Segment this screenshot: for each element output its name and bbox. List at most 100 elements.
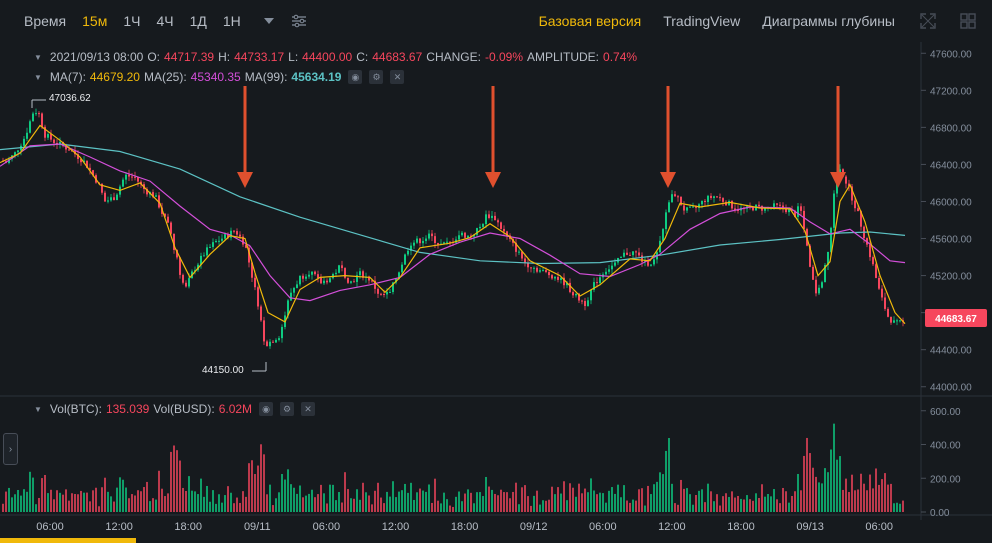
- vol-gear-icon[interactable]: ⚙: [280, 402, 295, 416]
- eye-icon[interactable]: ◉: [348, 70, 363, 84]
- interval-1d[interactable]: 1Д: [189, 13, 207, 29]
- chevron-down-icon[interactable]: [257, 9, 281, 33]
- candle-body: [827, 251, 829, 266]
- legend-collapse-icon[interactable]: ▼: [34, 52, 42, 62]
- volume-bar: [32, 477, 34, 512]
- volume-bar: [83, 492, 85, 512]
- candle-body: [638, 252, 640, 256]
- candle-body: [89, 167, 91, 171]
- volume-bar: [821, 483, 823, 512]
- candle-body: [377, 288, 379, 294]
- vol-close-icon[interactable]: ✕: [301, 402, 316, 416]
- volume-bar: [608, 490, 610, 512]
- volume-bar: [68, 500, 70, 512]
- candle-body: [302, 275, 304, 279]
- price-tick-label: 45200.00: [930, 272, 972, 283]
- volume-bar: [446, 499, 448, 512]
- fullscreen-icon[interactable]: [916, 9, 940, 33]
- interval-4h[interactable]: 4Ч: [156, 13, 174, 29]
- candle-body: [110, 197, 112, 201]
- chevron-right-icon: ›: [8, 443, 13, 455]
- candle-body: [125, 174, 127, 180]
- close-icon[interactable]: ✕: [390, 70, 405, 84]
- grid-layout-icon[interactable]: [956, 9, 980, 33]
- candle-body: [374, 280, 376, 289]
- time-label[interactable]: Время: [24, 13, 67, 29]
- candle-body: [764, 207, 766, 211]
- volume-bar: [524, 485, 526, 512]
- volume-bar: [248, 463, 250, 512]
- volume-bar: [590, 478, 592, 512]
- volume-bar: [113, 501, 115, 512]
- volume-bar: [59, 492, 61, 512]
- volume-bar: [77, 494, 79, 512]
- volume-bar: [14, 494, 16, 512]
- candle-body: [668, 202, 670, 213]
- candle-body: [356, 275, 358, 282]
- candle-body: [731, 201, 733, 209]
- candle-body: [53, 139, 55, 143]
- interval-1w[interactable]: 1Н: [222, 13, 241, 29]
- volume-bar: [227, 486, 229, 512]
- volume-bar: [692, 504, 694, 512]
- volume-bar: [89, 501, 91, 512]
- volume-bar: [644, 505, 646, 512]
- candle-body: [872, 257, 874, 265]
- volume-bar: [833, 423, 835, 512]
- candle-body: [647, 260, 649, 266]
- candle-body: [245, 244, 247, 248]
- ma-collapse-icon[interactable]: ▼: [34, 72, 42, 82]
- volume-bar: [395, 497, 397, 512]
- volume-bar: [494, 493, 496, 512]
- price-tick-label: 44000.00: [930, 383, 972, 394]
- volume-bar: [419, 488, 421, 512]
- side-panel-toggle[interactable]: ›: [3, 433, 18, 465]
- vol-eye-icon[interactable]: ◉: [259, 402, 274, 416]
- candle-body: [59, 141, 61, 145]
- candle-body: [260, 306, 262, 321]
- tab-depth-chart[interactable]: Диаграммы глубины: [762, 13, 895, 29]
- candle-body: [653, 259, 655, 265]
- settings-sliders-icon[interactable]: [287, 9, 311, 33]
- interval-15m[interactable]: 15м: [82, 13, 108, 29]
- candle-body: [785, 208, 787, 213]
- candle-body: [554, 276, 556, 279]
- candle-body: [722, 198, 724, 202]
- legend-open-label: O:: [147, 50, 161, 64]
- volume-bar: [47, 493, 49, 512]
- candle-body: [164, 213, 166, 217]
- candle-body: [752, 207, 754, 211]
- volume-bar: [404, 483, 406, 512]
- interval-1h[interactable]: 1Ч: [123, 13, 141, 29]
- time-tick-label: 18:00: [727, 521, 755, 533]
- volume-bar: [410, 482, 412, 512]
- volume-bar: [440, 503, 442, 512]
- candle-body: [560, 277, 562, 280]
- tab-basic-view[interactable]: Базовая версия: [538, 13, 642, 29]
- volume-bar: [839, 456, 841, 512]
- volume-bar: [623, 485, 625, 512]
- volume-bar: [317, 494, 319, 512]
- candle-body: [155, 195, 157, 197]
- volume-bar: [461, 501, 463, 512]
- volume-bar: [611, 487, 613, 512]
- price-tick-label: 46000.00: [930, 197, 972, 208]
- volume-bar: [779, 503, 781, 512]
- volume-bar: [557, 487, 559, 512]
- volume-bar: [632, 499, 634, 512]
- candle-body: [182, 274, 184, 283]
- candle-body: [551, 275, 553, 279]
- volume-bar: [98, 506, 100, 512]
- volume-bar: [725, 493, 727, 512]
- volume-bar: [359, 499, 361, 512]
- vol-collapse-icon[interactable]: ▼: [34, 404, 42, 414]
- candle-body: [152, 192, 154, 197]
- gear-icon[interactable]: ⚙: [369, 70, 384, 84]
- volume-bar: [188, 476, 190, 512]
- chart-grid: [0, 42, 992, 520]
- candle-body: [845, 176, 847, 184]
- candle-body: [398, 272, 400, 279]
- candle-body: [581, 300, 583, 302]
- tab-tradingview[interactable]: TradingView: [663, 13, 741, 29]
